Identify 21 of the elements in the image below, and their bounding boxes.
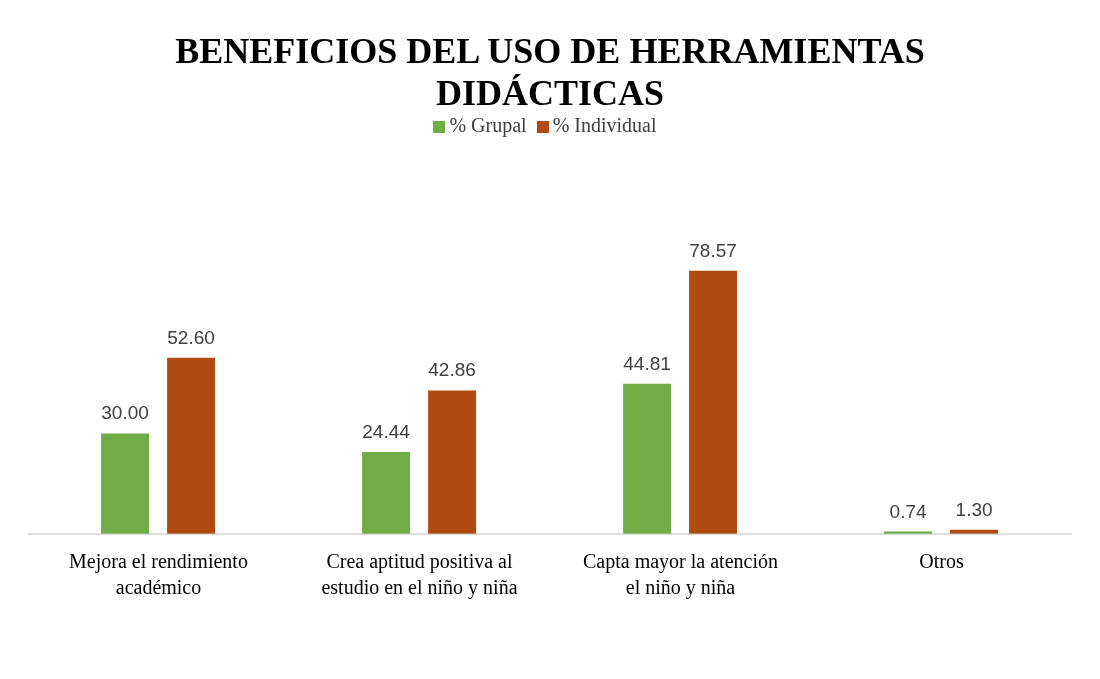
data-label: 52.60 (167, 326, 215, 348)
data-label: 42.86 (428, 359, 476, 381)
legend-label: % Grupal (449, 114, 527, 136)
bar (101, 433, 150, 534)
x-tick-label: Capta mayor la atención el niño y niña (583, 550, 778, 599)
data-label: 44.81 (623, 352, 671, 374)
data-label: 30.00 (101, 402, 149, 424)
data-label: 24.44 (362, 421, 411, 443)
bar (362, 452, 411, 534)
x-tick-label: Crea aptitud positiva al estudio en el niño y niña (321, 550, 518, 599)
x-tick-label: Otros (919, 550, 964, 572)
bar (428, 390, 477, 534)
data-label: 1.30 (955, 498, 993, 520)
data-label: 78.57 (689, 239, 737, 261)
bar (167, 357, 216, 534)
bar (623, 383, 672, 534)
bar (689, 270, 738, 534)
chart-title: BENEFICIOS DEL USO DE HERRAMIENTAS DIDÁCTICAS (174, 30, 926, 114)
x-tick-label: Mejora el rendimiento académico (69, 550, 248, 598)
data-label: 0.74 (889, 500, 927, 522)
legend-label: % Individual (552, 114, 657, 136)
